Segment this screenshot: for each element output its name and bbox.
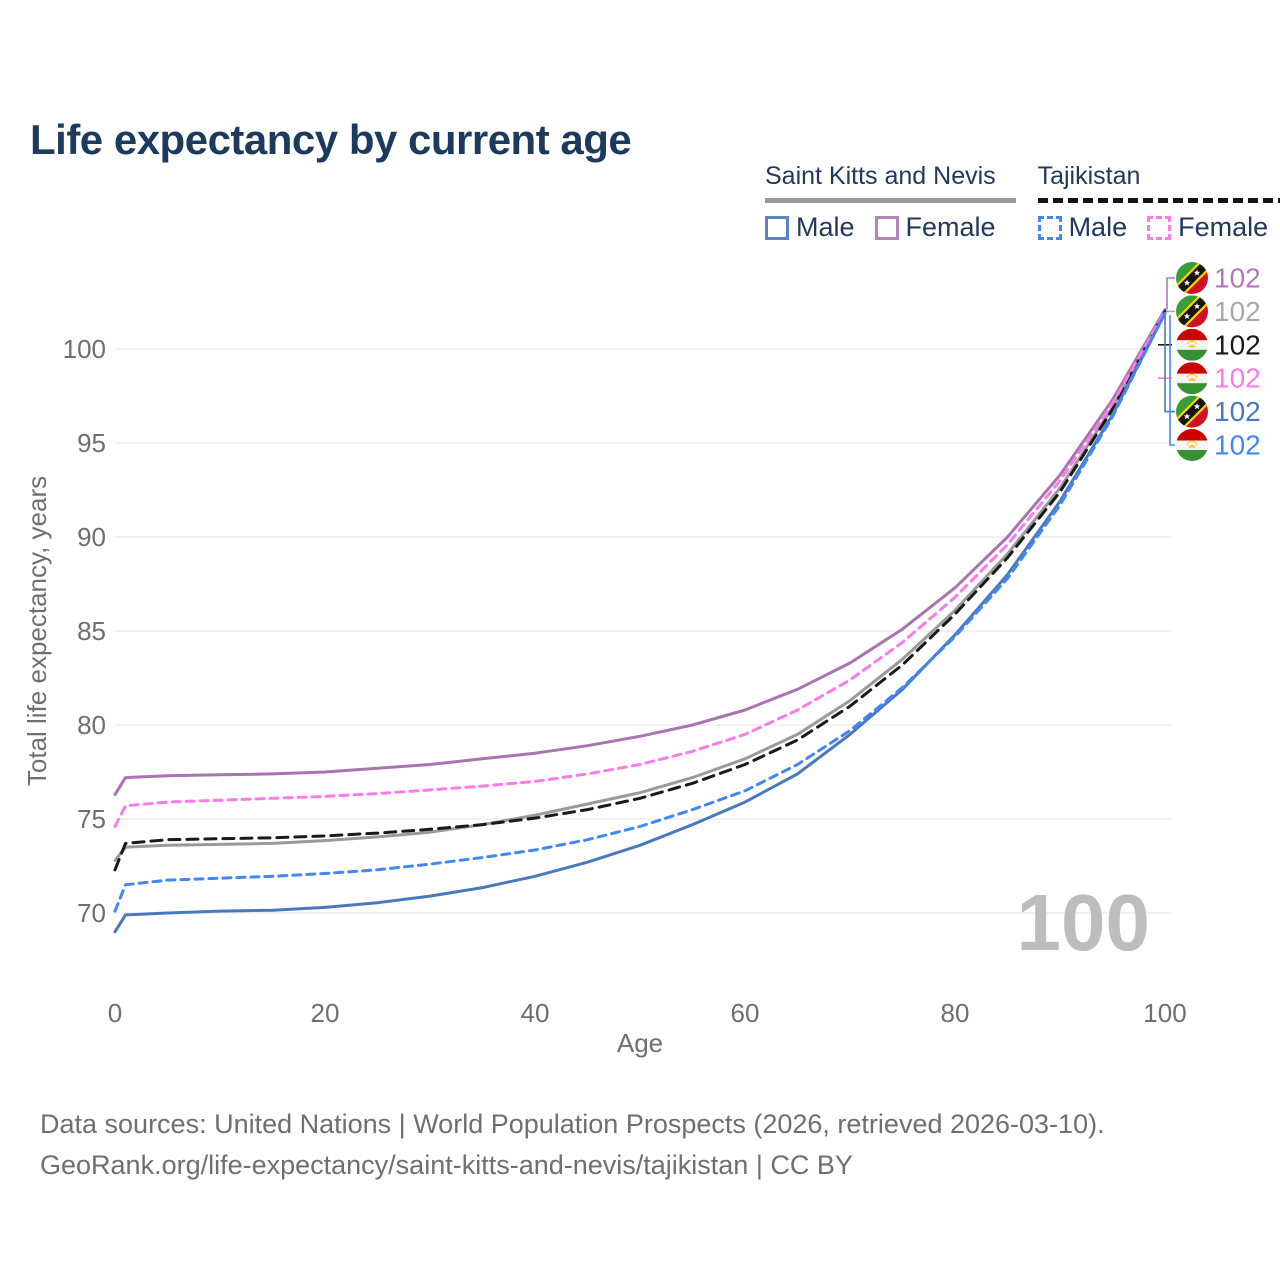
y-axis-title: Total life expectancy, years xyxy=(22,476,52,786)
series-line-tjk-total xyxy=(113,309,1167,872)
legend: Saint Kitts and Nevis Male Female Tajiki… xyxy=(765,162,1280,243)
y-tick-label: 90 xyxy=(77,522,106,552)
y-tick-label: 70 xyxy=(77,898,106,928)
legend-items-tajikistan: Male Female xyxy=(1037,212,1280,243)
legend-item-label[interactable]: Male xyxy=(1068,212,1128,242)
series-line-skn-total xyxy=(113,309,1167,862)
x-tick-label: 0 xyxy=(108,998,122,1028)
legend-item-label[interactable]: Female xyxy=(1178,212,1269,242)
tjk-male-swatch-icon[interactable] xyxy=(1037,215,1062,240)
end-value-label-tjk-male: 102 xyxy=(1214,430,1261,461)
y-tick-label: 85 xyxy=(77,616,106,646)
attribution-line: GeoRank.org/life-expectancy/saint-kitts-… xyxy=(40,1149,853,1180)
series-line-skn-female xyxy=(113,308,1167,797)
end-value-label-skn-male: 102 xyxy=(1214,396,1261,427)
age-counter-watermark: 100 xyxy=(1017,878,1150,967)
legend-items-saint-kitts-and-nevis: Male Female xyxy=(765,212,1016,243)
legend-item-tjk-female[interactable]: Female xyxy=(1147,212,1268,243)
end-value-label-skn-female: 102 xyxy=(1214,263,1261,294)
legend-item-skn-male[interactable]: Male xyxy=(765,212,855,243)
legend-item-tjk-male[interactable]: Male xyxy=(1037,212,1128,243)
series-line-skn-male xyxy=(113,311,1167,934)
x-tick-label: 100 xyxy=(1143,998,1186,1028)
legend-item-label[interactable]: Male xyxy=(796,212,855,242)
end-label-connector xyxy=(1169,315,1175,446)
legend-country-saint-kitts-and-nevis: Saint Kitts and Nevis xyxy=(765,162,1016,203)
saint-kitts-and-nevis-flag-icon xyxy=(1173,259,1211,297)
legend-item-skn-female[interactable]: Female xyxy=(874,212,996,243)
saint-kitts-and-nevis-flag-icon xyxy=(1173,292,1211,330)
y-tick-label: 75 xyxy=(77,804,106,834)
legend-group-saint-kitts-and-nevis: Saint Kitts and Nevis Male Female xyxy=(765,162,1016,243)
end-value-label-tjk-female: 102 xyxy=(1214,363,1261,394)
legend-country-tajikistan: Tajikistan xyxy=(1037,162,1280,203)
series-line-tjk-female xyxy=(113,309,1167,828)
tajikistan-flag-icon xyxy=(1176,362,1208,394)
y-tick-label: 80 xyxy=(77,710,106,740)
series-line-tjk-male xyxy=(113,311,1167,913)
end-value-label-skn-total: 102 xyxy=(1214,296,1261,327)
end-value-label-tjk-total: 102 xyxy=(1214,329,1261,360)
skn-female-swatch-icon[interactable] xyxy=(874,215,899,240)
data-sources-line: Data sources: United Nations | World Pop… xyxy=(40,1109,1105,1139)
tjk-female-swatch-icon[interactable] xyxy=(1147,215,1172,240)
x-tick-label: 20 xyxy=(311,998,340,1028)
tajikistan-flag-icon xyxy=(1176,329,1208,361)
skn-male-swatch-icon[interactable] xyxy=(765,215,789,240)
saint-kitts-and-nevis-flag-icon xyxy=(1173,393,1211,431)
end-label-connector xyxy=(1164,313,1175,413)
legend-item-label[interactable]: Female xyxy=(905,212,996,242)
x-tick-label: 60 xyxy=(731,998,760,1028)
end-label-connector xyxy=(1166,277,1175,310)
page-title: Life expectancy by current age xyxy=(30,116,632,164)
y-tick-label: 100 xyxy=(63,334,106,364)
x-tick-label: 40 xyxy=(521,998,550,1028)
legend-group-tajikistan: Tajikistan Male Female xyxy=(1037,162,1280,243)
footer: Data sources: United Nations | World Pop… xyxy=(40,1104,1105,1185)
tajikistan-flag-icon xyxy=(1176,429,1208,461)
y-tick-label: 95 xyxy=(77,428,106,458)
x-tick-label: 80 xyxy=(941,998,970,1028)
x-axis-title: Age xyxy=(617,1028,663,1058)
